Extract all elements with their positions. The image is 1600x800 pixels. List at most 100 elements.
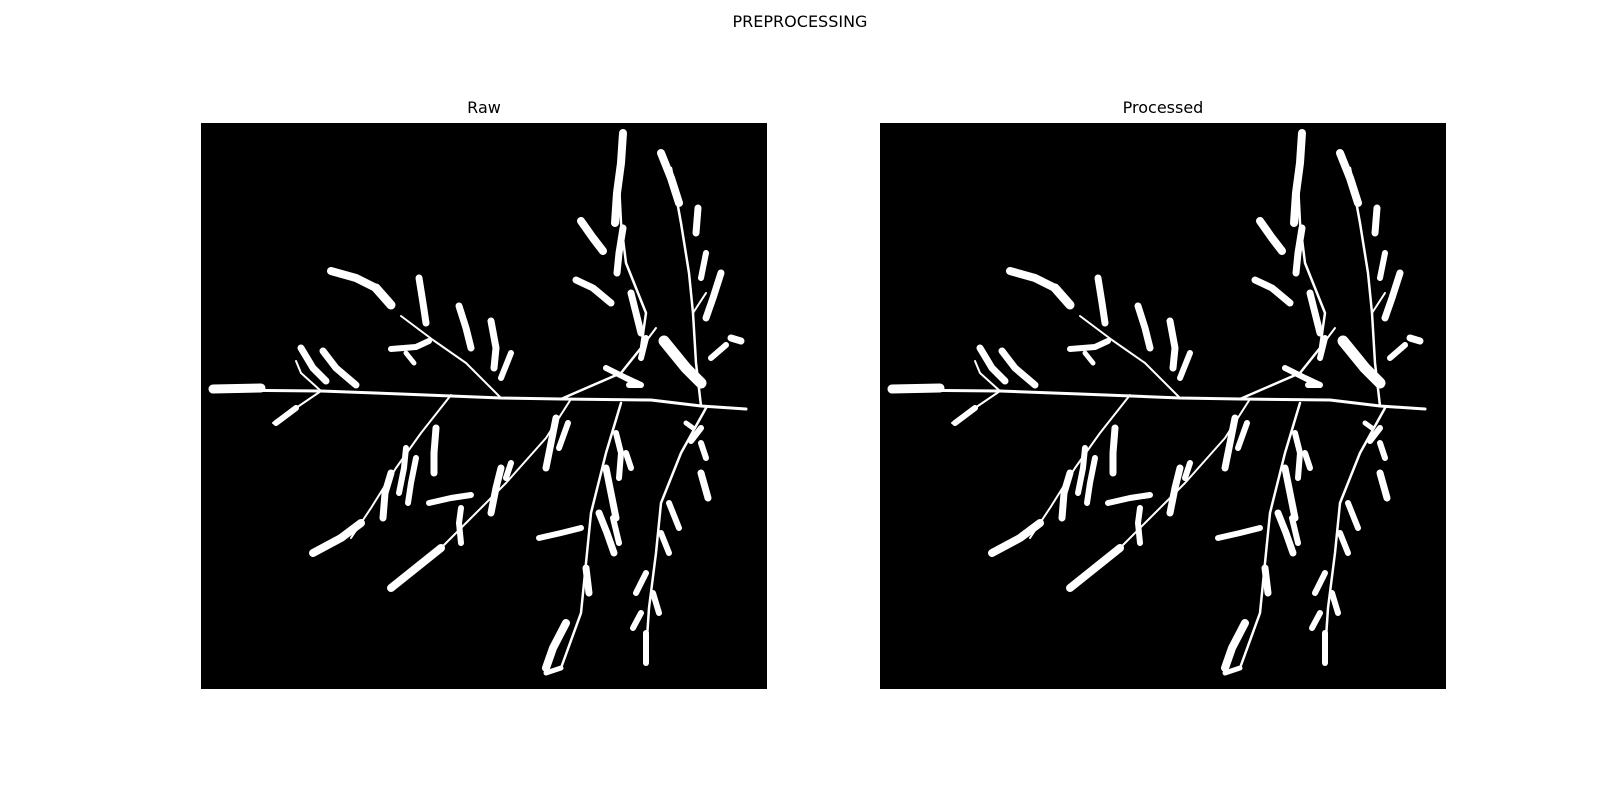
- root-branch: [487, 464, 505, 517]
- root-branch: [613, 430, 624, 481]
- root-branch: [1336, 149, 1362, 207]
- root-branch: [1329, 590, 1341, 616]
- root-branch: [708, 342, 729, 361]
- root-branch: [542, 414, 560, 472]
- root-branch: [1094, 274, 1109, 327]
- root-branch: [1309, 610, 1323, 631]
- root-branch: [998, 347, 1039, 389]
- root-stem: [644, 406, 708, 655]
- root-branch: [542, 619, 570, 672]
- root-branch: [208, 383, 266, 394]
- root-branch: [1376, 469, 1391, 502]
- root-branch: [595, 509, 618, 557]
- root-branch: [1235, 420, 1250, 451]
- root-branch: [1067, 338, 1111, 352]
- root-branch: [1337, 530, 1351, 556]
- root-branch: [387, 544, 445, 592]
- root-branch: [1105, 492, 1153, 506]
- root-branch: [697, 469, 712, 502]
- root-branch: [1406, 334, 1424, 345]
- root-branch: [1135, 505, 1143, 546]
- root-branch: [1387, 342, 1408, 361]
- root-stem: [1323, 406, 1387, 655]
- root-branch: [396, 445, 409, 496]
- root-stem: [295, 360, 322, 392]
- root-stem: [400, 315, 502, 399]
- root-branch: [1166, 317, 1179, 372]
- root-branch: [388, 338, 432, 352]
- root-branch: [379, 469, 395, 522]
- root-stem: [350, 394, 452, 539]
- figure-title: PREPROCESSING: [732, 12, 868, 31]
- root-branch: [1345, 500, 1361, 531]
- root-branch: [1215, 525, 1263, 541]
- root-branch: [1281, 464, 1299, 522]
- processed-image-panel: [880, 123, 1446, 689]
- raw-root-mask-image: [208, 129, 748, 676]
- root-branch: [602, 464, 620, 522]
- root-branch: [1306, 289, 1324, 337]
- root-stem: [1238, 141, 1327, 401]
- root-branch: [727, 334, 745, 345]
- root-stem: [669, 166, 703, 408]
- root-branch: [1082, 350, 1096, 366]
- root-stem: [1371, 292, 1386, 314]
- root-branch: [319, 347, 360, 389]
- root-branch: [650, 590, 662, 616]
- root-branch: [273, 405, 299, 426]
- root-branch: [1182, 460, 1193, 481]
- root-branch: [577, 217, 607, 255]
- root-branch: [426, 492, 474, 506]
- root-branch: [666, 500, 682, 531]
- root-branch: [487, 317, 500, 372]
- panel-title-raw: Raw: [467, 98, 501, 117]
- root-stem: [1029, 394, 1131, 539]
- root-branch: [611, 129, 627, 227]
- root-branch: [658, 530, 672, 556]
- root-branch: [692, 204, 702, 237]
- root-branch: [1367, 425, 1383, 444]
- root-stem: [1348, 166, 1382, 408]
- root-branch: [1292, 430, 1303, 481]
- root-branch: [456, 505, 464, 546]
- root-branch: [976, 344, 1009, 385]
- root-branch: [1177, 350, 1193, 381]
- root-branch: [403, 350, 417, 366]
- raw-image-panel: [201, 123, 767, 689]
- root-branch: [638, 335, 649, 361]
- root-branch: [702, 269, 725, 322]
- root-branch: [1075, 445, 1088, 496]
- root-branch: [1261, 564, 1272, 597]
- root-branch: [698, 250, 709, 281]
- root-stem: [559, 141, 648, 401]
- root-branch: [633, 570, 649, 596]
- root-branch: [952, 405, 978, 426]
- root-branch: [371, 283, 396, 310]
- root-branch: [887, 383, 945, 394]
- root-branch: [327, 267, 380, 292]
- root-branch: [1292, 224, 1306, 277]
- root-branch: [610, 515, 622, 546]
- root-stem: [974, 360, 1001, 392]
- root-stem: [559, 401, 623, 670]
- root-branch: [1084, 455, 1098, 506]
- root-branch: [1302, 450, 1313, 471]
- root-branch: [627, 289, 645, 337]
- root-branch: [1006, 267, 1059, 292]
- root-branch: [503, 460, 514, 481]
- root-branch: [683, 420, 696, 431]
- root-stem: [209, 388, 748, 411]
- root-stem: [1238, 401, 1302, 670]
- root-branch: [498, 350, 514, 381]
- root-branch: [1256, 217, 1286, 255]
- root-stem: [1079, 315, 1181, 399]
- root-branch: [415, 274, 430, 327]
- root-branch: [698, 440, 709, 461]
- root-branch: [1377, 440, 1388, 461]
- root-branch: [556, 420, 571, 451]
- root-branch: [572, 276, 615, 307]
- root-branch: [1251, 276, 1294, 307]
- root-branch: [1312, 570, 1328, 596]
- root-stem: [692, 292, 707, 314]
- root-branch: [613, 224, 627, 277]
